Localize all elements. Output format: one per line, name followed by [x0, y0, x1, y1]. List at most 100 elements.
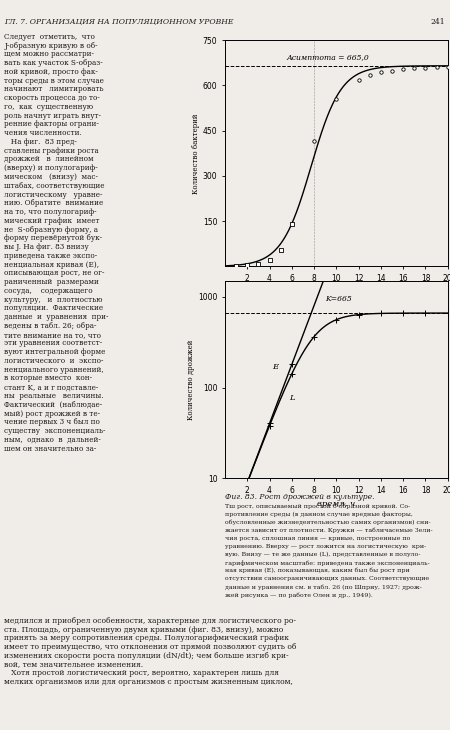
Text: торы среды в этом случае: торы среды в этом случае	[4, 77, 104, 85]
Text: ны  реальные   величины.: ны реальные величины.	[4, 392, 104, 400]
Text: ставлены графики роста: ставлены графики роста	[4, 147, 99, 155]
Text: логистическому   уравне-: логистическому уравне-	[4, 191, 103, 199]
Point	[266, 420, 273, 431]
Text: ненциального уравнений,: ненциального уравнений,	[4, 366, 104, 374]
Point	[333, 314, 340, 326]
Text: существу  экспоненциаль-: существу экспоненциаль-	[4, 427, 106, 435]
Text: ная кривая (Е), показывающая, каким был бы рост при: ная кривая (Е), показывающая, каким был …	[225, 568, 410, 574]
Point	[333, 93, 340, 105]
Y-axis label: Количество бактерий: Количество бактерий	[192, 113, 200, 193]
Point	[400, 64, 407, 75]
X-axis label: время, ч: время, ч	[317, 500, 356, 508]
Text: J-образную кривую в об-: J-образную кривую в об-	[4, 42, 98, 50]
Text: чия роста, сплошная линия — кривые, построенные по: чия роста, сплошная линия — кривые, пост…	[225, 536, 410, 541]
Point	[377, 66, 384, 78]
Text: сосуда,    содержащего: сосуда, содержащего	[4, 287, 93, 295]
Point	[266, 418, 273, 429]
Text: ной кривой, просто фак-: ной кривой, просто фак-	[4, 68, 99, 76]
Text: ГЛ. 7. ОРГАНИЗАЦИЯ НА ПОПУЛЯЦИОННОМ УРОВНЕ: ГЛ. 7. ОРГАНИЗАЦИЯ НА ПОПУЛЯЦИОННОМ УРОВ…	[4, 18, 234, 26]
Text: противление среды (в данном случае вредные факторы,: противление среды (в данном случае вредн…	[225, 512, 413, 518]
Text: жается зависит от плотности. Кружки — табличасемые Зели-: жается зависит от плотности. Кружки — та…	[225, 528, 432, 534]
Point	[433, 61, 440, 73]
Point	[388, 65, 396, 77]
Text: жей рисунка — по работе Олен и др., 1949).: жей рисунка — по работе Олен и др., 1949…	[225, 592, 373, 598]
Text: 241: 241	[431, 18, 446, 26]
Text: Тш рост, описываемый простой б-образной кривой. Со-: Тш рост, описываемый простой б-образной …	[225, 504, 410, 510]
Text: изменениях скорости роста популяции (dN/dt); чем больше изгиб кри-: изменениях скорости роста популяции (dN/…	[4, 652, 289, 660]
Text: ным,  однако  в  дальней-: ным, однако в дальней-	[4, 436, 101, 444]
Text: вать как участок S-образ-: вать как участок S-образ-	[4, 59, 103, 67]
Text: форму перевёрнутой бук-: форму перевёрнутой бук-	[4, 234, 103, 242]
Text: Следует  отметить,  что: Следует отметить, что	[4, 33, 95, 41]
Point	[310, 135, 318, 147]
Text: культуру,   и  плотностью: культуру, и плотностью	[4, 296, 103, 304]
Point	[244, 477, 251, 488]
Text: Фиг. 83. Рост дрожжей в культуре.: Фиг. 83. Рост дрожжей в культуре.	[225, 493, 374, 501]
Text: тите внимание на то, что: тите внимание на то, что	[4, 331, 102, 339]
Text: мическом   (внизу)  мас-: мическом (внизу) мас-	[4, 173, 99, 181]
Text: имеет то преимущество, что отклонения от прямой позволяют судить об: имеет то преимущество, что отклонения от…	[4, 643, 297, 651]
Text: на то, что полулогариф-: на то, что полулогариф-	[4, 208, 97, 216]
Text: раниченный  размерами: раниченный размерами	[4, 278, 99, 286]
Text: щем можно рассматри-: щем можно рассматри-	[4, 50, 94, 58]
Point	[288, 358, 295, 370]
Text: дрожжей   в  линейном: дрожжей в линейном	[4, 155, 94, 164]
Point	[366, 69, 373, 81]
Text: обусловленные жизнедеятельностью самих организмов) сни-: обусловленные жизнедеятельностью самих о…	[225, 520, 431, 526]
Text: вы J. На фиг. 83 внизу: вы J. На фиг. 83 внизу	[4, 243, 89, 251]
Point	[277, 244, 284, 256]
Text: Фактический  (наблюдае-: Фактический (наблюдае-	[4, 401, 103, 409]
Y-axis label: Количество дрожжей: Количество дрожжей	[187, 339, 195, 420]
Text: штабах, соответствующие: штабах, соответствующие	[4, 182, 105, 190]
Point	[255, 258, 262, 269]
Text: E: E	[272, 363, 279, 371]
Text: медлился и приобрел особенности, характерные для логистического ро-: медлился и приобрел особенности, характе…	[4, 617, 297, 625]
Text: вой, тем значительнее изменения.: вой, тем значительнее изменения.	[4, 661, 144, 669]
Text: мелких организмов или для организмов с простым жизненным циклом,: мелких организмов или для организмов с п…	[4, 678, 293, 686]
Text: мический график  имеет: мический график имеет	[4, 217, 100, 225]
Text: описывающая рост, не ог-: описывающая рост, не ог-	[4, 269, 105, 277]
Point	[444, 61, 450, 72]
Text: логистического  и  экспо-: логистического и экспо-	[4, 357, 104, 365]
X-axis label: время, ч: время, ч	[317, 288, 356, 296]
Text: отсутствии самоограничивающих данных. Соответствующие: отсутствии самоограничивающих данных. Со…	[225, 576, 429, 581]
Text: не  S-образную форму, а: не S-образную форму, а	[4, 226, 99, 234]
Text: роль начнут играть внут-: роль начнут играть внут-	[4, 112, 102, 120]
Text: принять за меру сопротивления среды. Полулогарифмический график: принять за меру сопротивления среды. Пол…	[4, 634, 289, 642]
Point	[355, 309, 362, 320]
Text: чение первых 3 ч был по: чение первых 3 ч был по	[4, 418, 100, 426]
Point	[288, 218, 295, 230]
Point	[266, 255, 273, 266]
Point	[355, 74, 362, 86]
Point	[377, 307, 384, 319]
Text: мый) рост дрожжей в те-: мый) рост дрожжей в те-	[4, 410, 101, 418]
Text: На фиг.  83 пред-: На фиг. 83 пред-	[4, 138, 77, 146]
Text: ведены в табл. 26; обра-: ведены в табл. 26; обра-	[4, 322, 97, 330]
Point	[244, 477, 251, 488]
Text: K=665: K=665	[325, 295, 352, 303]
Point	[310, 331, 318, 342]
Point	[422, 62, 429, 74]
Text: ненциальная кривая (Е),: ненциальная кривая (Е),	[4, 261, 99, 269]
Text: эти уравнения соответст-: эти уравнения соответст-	[4, 339, 103, 347]
Text: стант K, a и r подставле-: стант K, a и r подставле-	[4, 383, 99, 391]
Text: шем он значительно за-: шем он значительно за-	[4, 445, 97, 453]
Text: вуют интегральной форме: вуют интегральной форме	[4, 348, 106, 356]
Text: го,  как  существенную: го, как существенную	[4, 103, 94, 111]
Text: нию. Обратите  внимание: нию. Обратите внимание	[4, 199, 104, 207]
Text: чения численности.: чения численности.	[4, 129, 82, 137]
Point	[400, 307, 407, 319]
Text: гарифмическом масштабе: приведена также экспоненциаль-: гарифмическом масштабе: приведена также …	[225, 560, 430, 566]
Text: приведена также экспо-: приведена также экспо-	[4, 252, 98, 260]
Text: ста. Площадь, ограниченную двумя кривыми (фиг. 83, внизу), можно: ста. Площадь, ограниченную двумя кривыми…	[4, 626, 284, 634]
Text: ренние факторы ограни-: ренние факторы ограни-	[4, 120, 99, 128]
Text: в которые вместо  кон-: в которые вместо кон-	[4, 374, 93, 383]
Text: данные  и  уравнения  при-: данные и уравнения при-	[4, 313, 109, 321]
Text: данные и уравнения см. в табл. 26 (по Шприу, 1927; дрож-: данные и уравнения см. в табл. 26 (по Шп…	[225, 584, 422, 590]
Text: (вверху) и полулогариф-: (вверху) и полулогариф-	[4, 164, 98, 172]
Point	[288, 368, 295, 380]
Point	[233, 260, 240, 272]
Point	[444, 307, 450, 319]
Text: L: L	[290, 394, 295, 402]
Point	[411, 62, 418, 74]
